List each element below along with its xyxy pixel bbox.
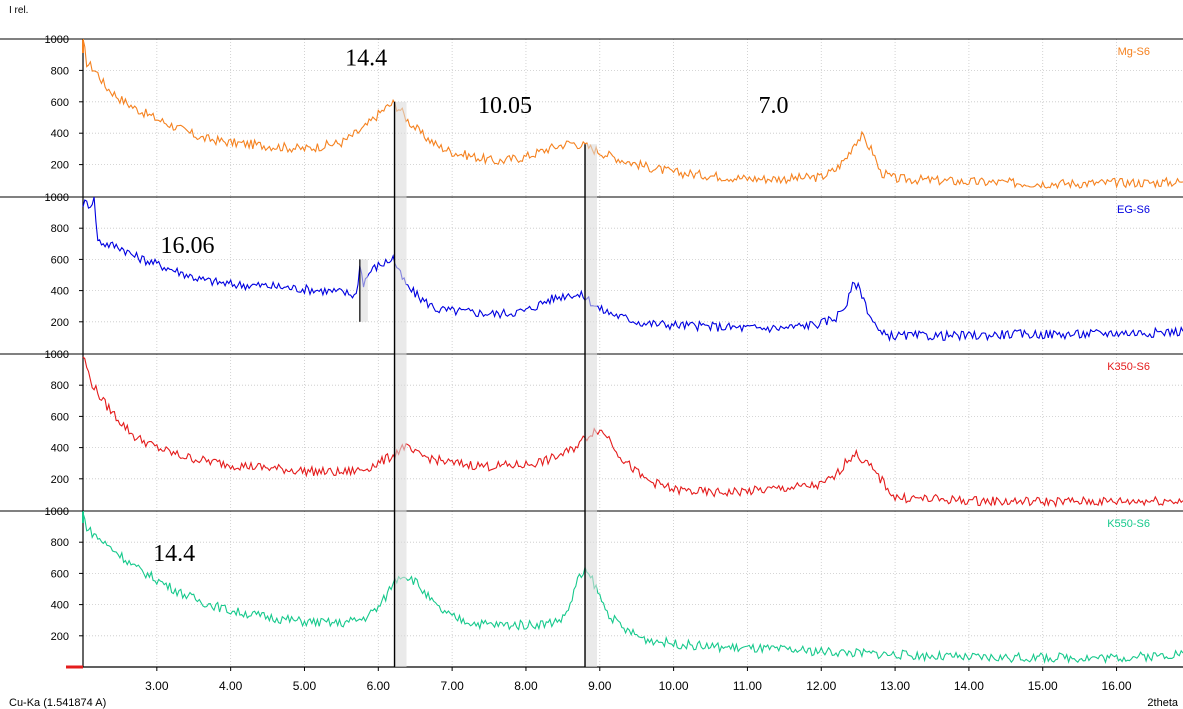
y-tick-label: 800 [51, 223, 69, 235]
y-tick-label: 800 [51, 380, 69, 392]
x-tick-label: 12.00 [806, 679, 836, 693]
y-tick-label: 600 [51, 254, 69, 266]
x-tick-label: 15.00 [1028, 679, 1058, 693]
x-tick-label: 11.00 [733, 679, 762, 693]
x-tick-label: 5.00 [293, 679, 317, 693]
y-tick-label: 200 [51, 160, 69, 172]
d-spacing-annotation: 16.06 [161, 233, 215, 259]
y-axis-label: I rel. [9, 5, 28, 16]
y-tick-label: 400 [51, 286, 69, 298]
x-tick-label: 10.00 [659, 679, 689, 693]
series-line-eg-s6 [82, 196, 1183, 342]
x-tick-label: 3.00 [145, 679, 169, 693]
y-tick-label: 800 [51, 65, 69, 77]
d-spacing-annotation: 10.05 [478, 93, 532, 119]
radiation-label: Cu-Ka (1.541874 A) [9, 697, 106, 709]
y-tick-label: 400 [51, 443, 69, 455]
series-line-k550-s6 [82, 513, 1183, 664]
grid-layer [83, 39, 1183, 667]
x-axis-label: 2theta [1147, 697, 1178, 709]
d-spacing-annotation: 14.4 [153, 541, 195, 567]
x-tick-label: 13.00 [880, 679, 910, 693]
x-tick-label: 14.00 [954, 679, 984, 693]
peak-marker-shadow [394, 101, 407, 668]
y-tick-label: 1000 [45, 349, 69, 361]
series-layer [82, 38, 1183, 664]
y-tick-label: 400 [51, 600, 69, 612]
series-line-mg-s6 [82, 38, 1183, 190]
x-tick-label: 6.00 [367, 679, 391, 693]
y-tick-label: 200 [51, 631, 69, 643]
d-spacing-annotation: 7.0 [759, 93, 789, 119]
marker-layer [359, 101, 598, 668]
series-label: K350-S6 [1107, 361, 1150, 373]
x-tick-label: 9.00 [588, 679, 612, 693]
y-tick-label: 1000 [45, 192, 69, 204]
y-tick-label: 600 [51, 411, 69, 423]
x-tick-label: 4.00 [219, 679, 243, 693]
y-tick-label: 1000 [45, 34, 69, 46]
peak-marker-shadow [585, 144, 598, 667]
series-label: EG-S6 [1117, 204, 1150, 216]
series-label: K550-S6 [1107, 518, 1150, 530]
y-tick-label: 600 [51, 97, 69, 109]
series-line-k350-s6 [82, 356, 1183, 508]
y-tick-label: 1000 [45, 506, 69, 518]
x-tick-label: 8.00 [514, 679, 538, 693]
annotation-layer: Mg-S6 14.4 10.05 7.0 EG-S6 16.06 K350-S6 K550-S… [153, 46, 1150, 567]
x-tick-label: 16.00 [1102, 679, 1132, 693]
y-tick-label: 600 [51, 568, 69, 580]
x-tick-label: 7.00 [440, 679, 464, 693]
y-tick-label: 200 [51, 474, 69, 486]
series-label: Mg-S6 [1118, 46, 1150, 58]
peak-marker-shadow [359, 259, 368, 322]
d-spacing-annotation: 14.4 [345, 46, 387, 72]
y-tick-label: 400 [51, 128, 69, 140]
tick-layer: 200 400 600 800 1000 200 400 600 800 1000 200 400 60… [45, 34, 1132, 693]
y-tick-label: 200 [51, 317, 69, 329]
y-tick-label: 800 [51, 537, 69, 549]
